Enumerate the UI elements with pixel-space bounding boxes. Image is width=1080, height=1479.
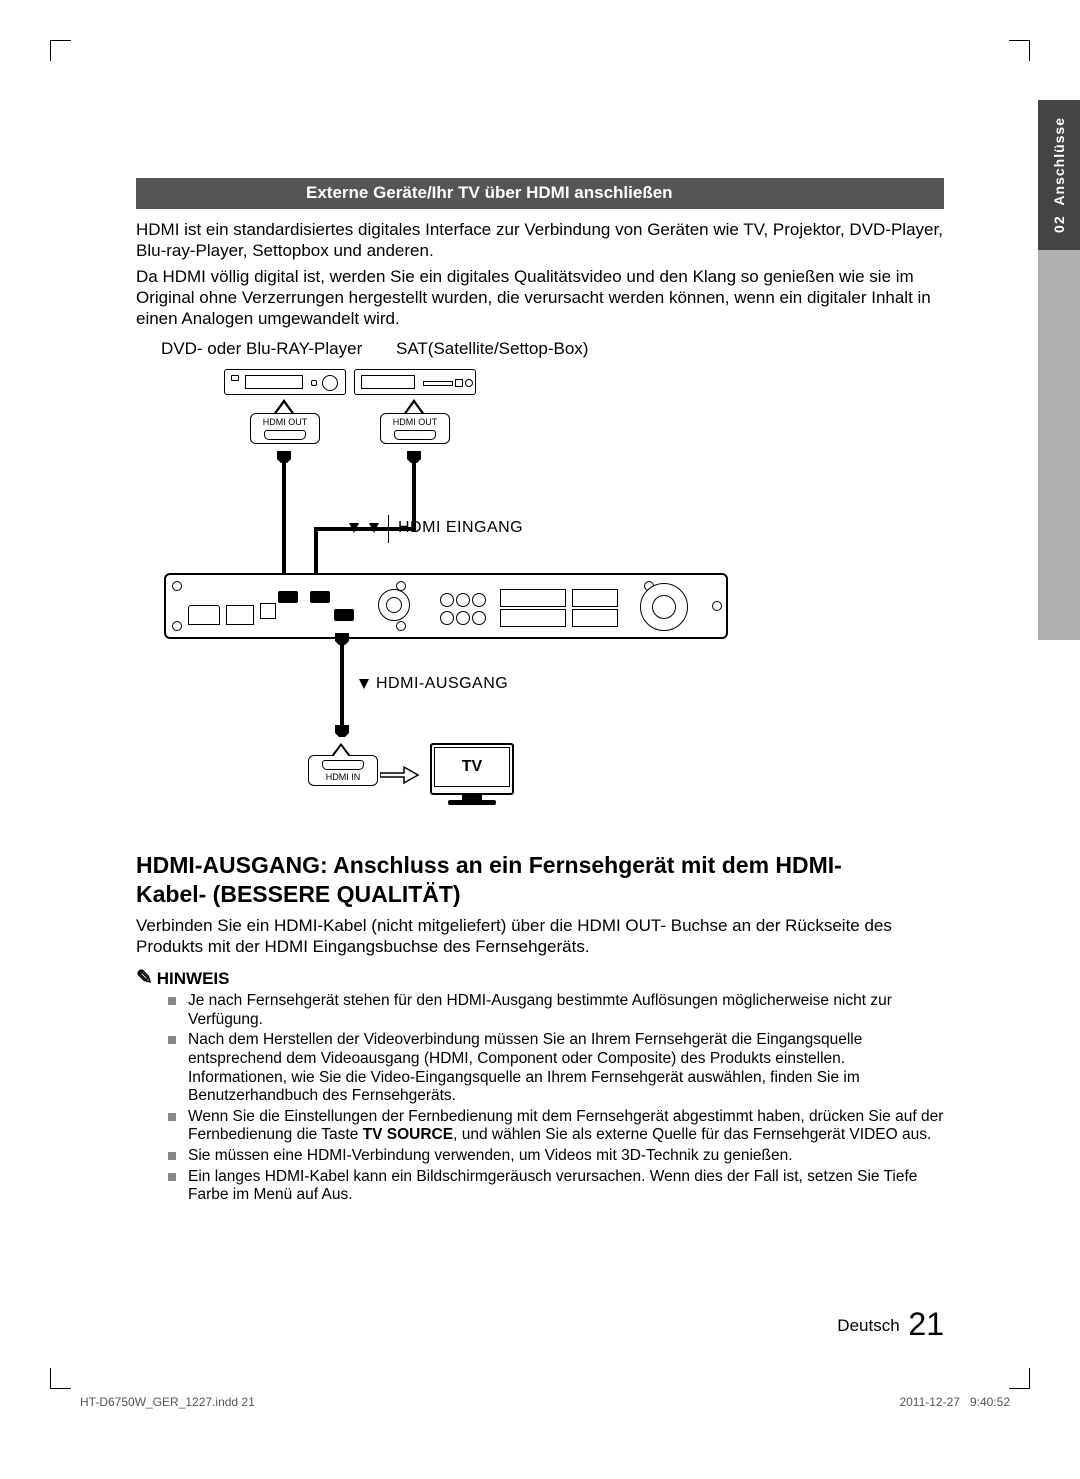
hdmi-port-icon <box>394 430 436 440</box>
hdmi-out-label: HDMI OUT <box>253 416 317 428</box>
note-heading: ✎HINWEIS <box>136 965 944 990</box>
subheading: HDMI-AUSGANG: Anschluss an ein Fernsehge… <box>136 851 944 909</box>
tv-icon: TV <box>430 743 514 805</box>
side-tab-fill <box>1038 250 1080 640</box>
manual-page: 02 Anschlüsse Externe Geräte/Ihr TV über… <box>0 0 1080 1479</box>
intro-paragraph-2: Da HDMI völlig digital ist, werden Sie e… <box>136 266 944 330</box>
side-tab-text: 02 Anschlüsse <box>1051 117 1067 233</box>
connection-diagram: HDMI OUT HDMI OUT HDMI EINGANG <box>214 363 774 841</box>
crop-mark <box>1009 1368 1030 1389</box>
hdmi-in-label: HDMI IN <box>311 771 375 783</box>
note-icon: ✎ <box>136 967 153 989</box>
hdmi-plug-icon <box>332 715 352 737</box>
hdmi-in-callout: HDMI IN <box>308 755 378 786</box>
hdmi-plug-icon <box>332 633 352 655</box>
arrow-right-icon <box>380 765 420 785</box>
hdmi-out-callout-2: HDMI OUT <box>380 413 450 444</box>
hdmi-port-icon <box>264 430 306 440</box>
dvd-player-icon <box>224 369 346 395</box>
note-item: Sie müssen eine HDMI-Verbindung verwende… <box>176 1147 944 1166</box>
notes-list: Je nach Fernsehgerät stehen für den HDMI… <box>176 992 944 1205</box>
footer-timestamp: 2011-12-27 9:40:52 <box>899 1395 1010 1409</box>
receiver-unit-icon <box>164 573 728 639</box>
instruction-paragraph: Verbinden Sie ein HDMI-Kabel (nicht mitg… <box>136 915 944 958</box>
hdmi-cable <box>282 471 286 579</box>
arrow-down-icon <box>359 679 369 689</box>
note-item: Nach dem Herstellen der Videoverbindung … <box>176 1031 944 1105</box>
side-tab-chapter: 02 Anschlüsse <box>1038 100 1080 250</box>
note-item: Je nach Fernsehgerät stehen für den HDMI… <box>176 992 944 1029</box>
hdmi-plug-icon <box>274 451 294 473</box>
hdmi-cable <box>340 653 344 721</box>
hdmi-port-icon <box>322 760 364 770</box>
device-label-dvd: DVD- oder Blu-RAY-Player <box>136 339 396 359</box>
note-item: Wenn Sie die Einstellungen der Fernbedie… <box>176 1108 944 1145</box>
crop-mark <box>50 40 71 61</box>
page-content: Externe Geräte/Ihr TV über HDMI anschlie… <box>136 178 944 1207</box>
note-item: Ein langes HDMI-Kabel kann ein Bildschir… <box>176 1168 944 1205</box>
hdmi-eingang-label: HDMI EINGANG <box>398 519 523 537</box>
crop-mark <box>1009 40 1030 61</box>
device-labels-row: DVD- oder Blu-RAY-Player SAT(Satellite/S… <box>136 339 944 359</box>
hdmi-cable <box>314 527 416 531</box>
crop-mark <box>50 1368 71 1389</box>
section-heading-bar: Externe Geräte/Ihr TV über HDMI anschlie… <box>136 178 944 209</box>
hdmi-out-callout-1: HDMI OUT <box>250 413 320 444</box>
hdmi-out-label: HDMI OUT <box>383 416 447 428</box>
tv-label: TV <box>434 747 510 787</box>
side-tab: 02 Anschlüsse <box>1038 100 1080 640</box>
intro-paragraph-1: HDMI ist ein standardisiertes digitales … <box>136 219 944 262</box>
hdmi-ausgang-label: HDMI-AUSGANG <box>376 675 508 693</box>
footer-filename: HT-D6750W_GER_1227.indd 21 <box>80 1395 255 1409</box>
device-label-sat: SAT(Satellite/Settop-Box) <box>396 339 588 359</box>
hdmi-plug-icon <box>404 451 424 473</box>
settop-box-icon <box>354 369 476 395</box>
page-number: Deutsch 21 <box>837 1306 944 1343</box>
